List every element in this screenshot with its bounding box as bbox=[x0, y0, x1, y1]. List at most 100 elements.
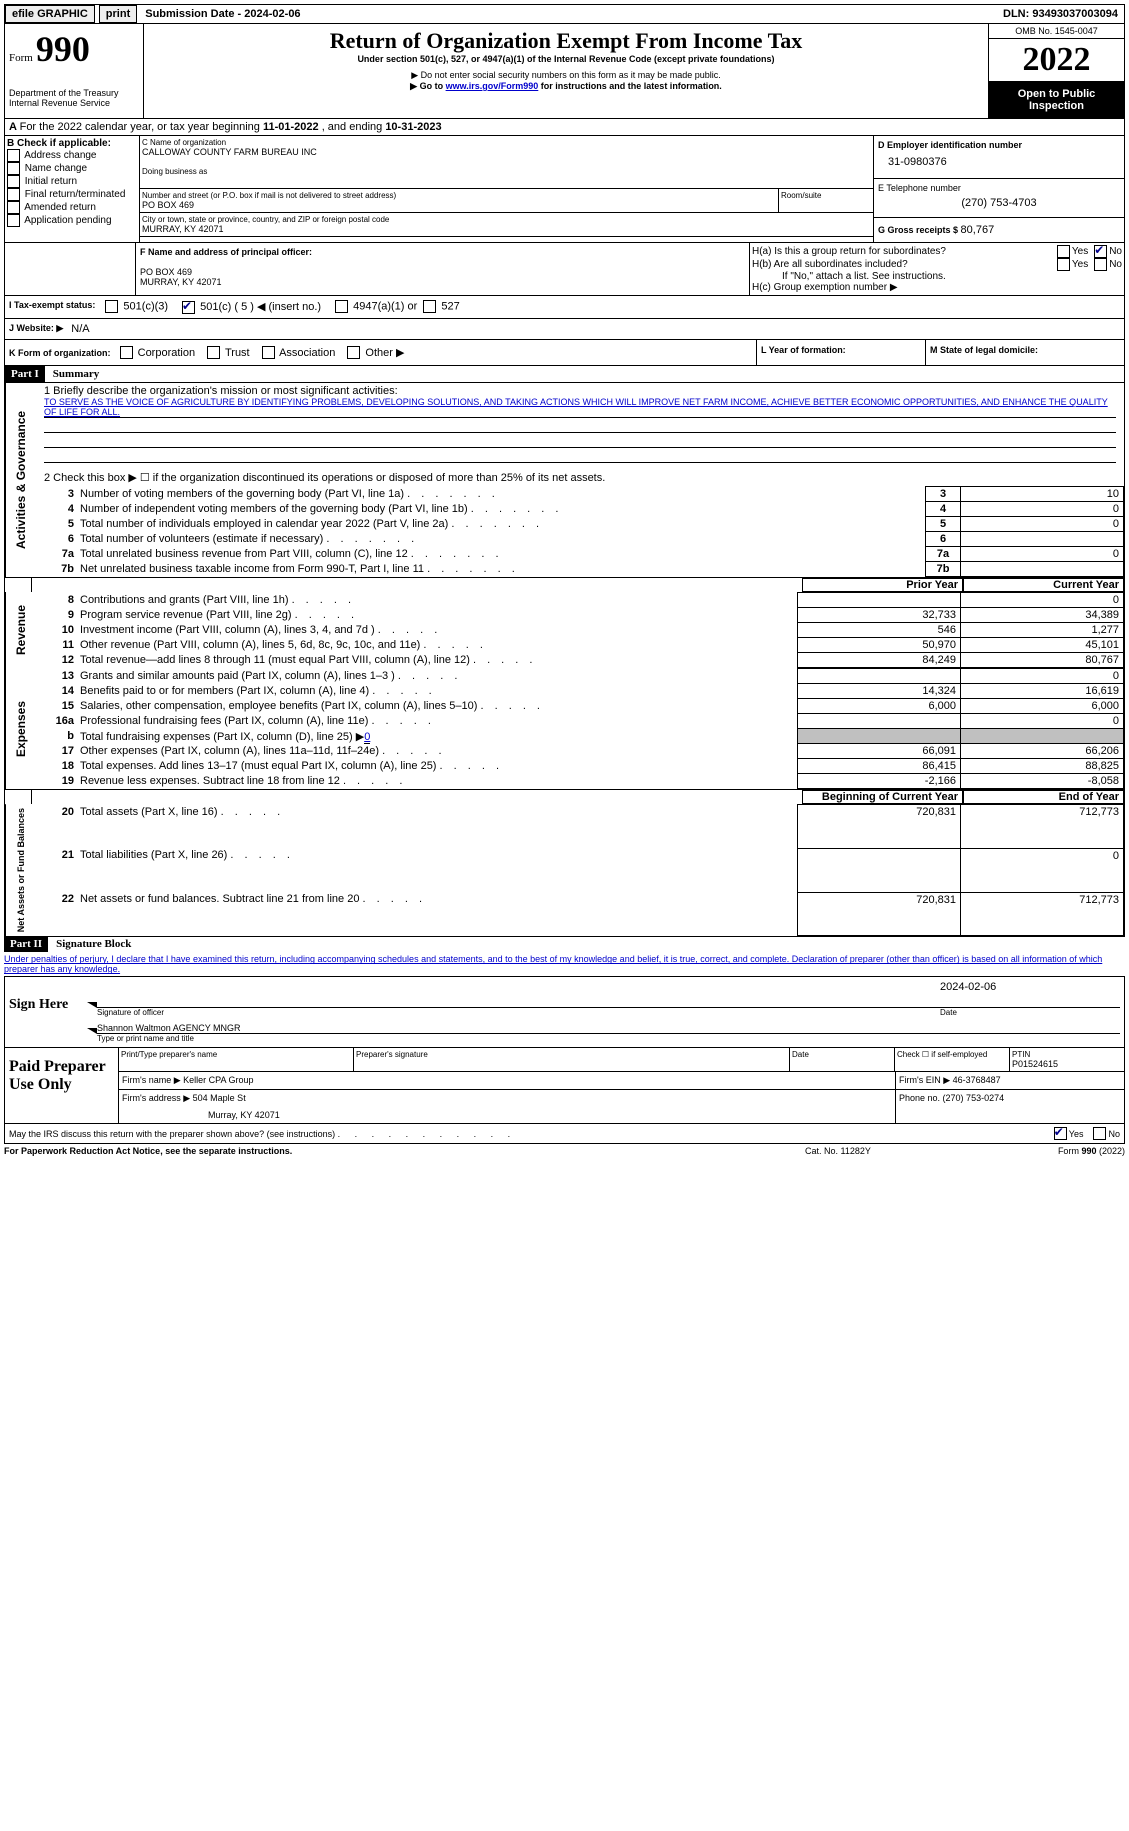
sig-officer-label: Signature of officer bbox=[97, 1008, 940, 1017]
f-line3: MURRAY, KY 42071 bbox=[140, 277, 745, 287]
ein: 31-0980376 bbox=[878, 150, 1120, 174]
formorg-check[interactable] bbox=[207, 346, 220, 359]
klm-row: K Form of organization: Corporation Trus… bbox=[4, 339, 1125, 367]
prior-year-hdr: Prior Year bbox=[802, 578, 963, 592]
501c3-check[interactable] bbox=[105, 300, 118, 313]
self-employed-check[interactable]: Check ☐ if self-employed bbox=[895, 1048, 1010, 1071]
discuss-yes[interactable] bbox=[1054, 1127, 1067, 1140]
org-name: CALLOWAY COUNTY FARM BUREAU INC bbox=[142, 147, 871, 157]
boxb-check[interactable] bbox=[7, 175, 20, 188]
paid-preparer-block: Paid Preparer Use Only Print/Type prepar… bbox=[4, 1047, 1125, 1124]
hb-yes[interactable] bbox=[1057, 258, 1070, 271]
revenue-label: Revenue bbox=[5, 592, 36, 668]
firm-name: Keller CPA Group bbox=[183, 1075, 253, 1085]
boxb-check[interactable] bbox=[7, 149, 20, 162]
sign-here-label: Sign Here bbox=[5, 977, 83, 1047]
cat-no: Cat. No. 11282Y bbox=[805, 1146, 965, 1156]
dept-treasury: Department of the Treasury bbox=[9, 88, 139, 98]
firm-phone: (270) 753-0274 bbox=[943, 1093, 1005, 1103]
firm-ein: 46-3768487 bbox=[953, 1075, 1001, 1085]
ptin: P01524615 bbox=[1012, 1059, 1122, 1069]
paid-preparer-label: Paid Preparer Use Only bbox=[5, 1048, 118, 1123]
efile-btn[interactable]: efile GRAPHIC bbox=[5, 5, 95, 23]
website-row: J Website: ▶ N/A bbox=[4, 318, 1125, 340]
m-label: M State of legal domicile: bbox=[930, 345, 1038, 355]
hc-label: H(c) Group exemption number ▶ bbox=[752, 282, 1122, 293]
end-year-hdr: End of Year bbox=[963, 790, 1124, 804]
begin-year-hdr: Beginning of Current Year bbox=[802, 790, 963, 804]
part2-header: Part II bbox=[4, 936, 48, 952]
omb: OMB No. 1545-0047 bbox=[989, 24, 1124, 39]
boxb-check[interactable] bbox=[7, 162, 20, 175]
mission-text[interactable]: TO SERVE AS THE VOICE OF AGRICULTURE BY … bbox=[44, 397, 1116, 418]
dba-label: Doing business as bbox=[142, 167, 871, 176]
discuss-no[interactable] bbox=[1093, 1127, 1106, 1140]
city: MURRAY, KY 42071 bbox=[142, 224, 871, 234]
print-btn[interactable]: print bbox=[99, 5, 137, 23]
date-label: Date bbox=[940, 1008, 1120, 1017]
part1-header: Part I bbox=[5, 366, 45, 382]
sign-here-block: Sign Here 2024-02-06 Signature of office… bbox=[4, 976, 1125, 1048]
part2-title: Signature Block bbox=[48, 936, 139, 952]
formorg-check[interactable] bbox=[262, 346, 275, 359]
prep-sig-label: Preparer's signature bbox=[354, 1048, 790, 1071]
street-label: Number and street (or P.O. box if mail i… bbox=[142, 191, 776, 200]
netassets-label: Net Assets or Fund Balances bbox=[5, 804, 36, 936]
top-bar: efile GRAPHIC print Submission Date - 20… bbox=[4, 4, 1125, 24]
prep-date-label: Date bbox=[790, 1048, 895, 1071]
part1: Part I Summary Activities & Governance 1… bbox=[4, 365, 1125, 937]
boxb-check[interactable] bbox=[7, 201, 20, 214]
form-number: 990 bbox=[36, 29, 90, 69]
entity-block: B Check if applicable: Address change Na… bbox=[4, 136, 1125, 242]
expenses-label: Expenses bbox=[5, 668, 36, 789]
form-title: Return of Organization Exempt From Incom… bbox=[148, 28, 984, 54]
submission-date-label: Submission Date - 2024-02-06 bbox=[145, 8, 300, 20]
declaration: Under penalties of perjury, I declare th… bbox=[4, 952, 1125, 977]
prep-print-label: Print/Type preparer's name bbox=[119, 1048, 354, 1071]
boxb-check[interactable] bbox=[7, 188, 20, 201]
discuss-row: May the IRS discuss this return with the… bbox=[4, 1124, 1125, 1144]
note-link: ▶ Go to www.irs.gov/Form990 for instruct… bbox=[148, 81, 984, 92]
hb-label: H(b) Are all subordinates included? bbox=[752, 259, 1057, 270]
line2: 2 Check this box ▶ ☐ if the organization… bbox=[36, 465, 1124, 486]
street: PO BOX 469 bbox=[142, 200, 776, 210]
open-inspection: Open to Public Inspection bbox=[989, 82, 1124, 118]
footer: For Paperwork Reduction Act Notice, see … bbox=[4, 1144, 1125, 1158]
501c-check[interactable] bbox=[182, 301, 195, 314]
note-ssn: ▶ Do not enter social security numbers o… bbox=[148, 70, 984, 81]
irs-link[interactable]: www.irs.gov/Form990 bbox=[446, 81, 539, 91]
form-header: Form 990 Department of the Treasury Inte… bbox=[4, 24, 1125, 119]
room-label: Room/suite bbox=[781, 191, 871, 200]
ein-label: D Employer identification number bbox=[878, 140, 1120, 150]
ha-yes[interactable] bbox=[1057, 245, 1070, 258]
hb-no[interactable] bbox=[1094, 258, 1107, 271]
dln: DLN: 93493037003094 bbox=[1003, 8, 1124, 20]
officer-name: Shannon Waltmon AGENCY MNGR bbox=[97, 1023, 1120, 1034]
4947-check[interactable] bbox=[335, 300, 348, 313]
phone-label: E Telephone number bbox=[878, 183, 1120, 193]
boxb-check[interactable] bbox=[7, 214, 20, 227]
tax-exempt-row: I Tax-exempt status: 501(c)(3) 501(c) ( … bbox=[4, 295, 1125, 318]
f-line2: PO BOX 469 bbox=[140, 267, 745, 277]
city-label: City or town, state or province, country… bbox=[142, 215, 871, 224]
firm-addr1: 504 Maple St bbox=[193, 1093, 246, 1103]
hb-note: If "No," attach a list. See instructions… bbox=[752, 271, 1122, 282]
line1-label: 1 Briefly describe the organization's mi… bbox=[44, 385, 1116, 397]
c-name-label: C Name of organization bbox=[142, 138, 871, 147]
website-value: N/A bbox=[71, 323, 89, 335]
l-label: L Year of formation: bbox=[761, 345, 846, 355]
box-b-label: B Check if applicable: bbox=[7, 138, 137, 149]
527-check[interactable] bbox=[423, 300, 436, 313]
governance-label: Activities & Governance bbox=[5, 383, 36, 577]
form-word: Form bbox=[9, 52, 33, 64]
fh-block: F Name and address of principal officer:… bbox=[4, 242, 1125, 295]
formorg-check[interactable] bbox=[120, 346, 133, 359]
ha-no[interactable] bbox=[1094, 245, 1107, 258]
name-label: Type or print name and title bbox=[97, 1034, 194, 1043]
form-subtitle: Under section 501(c), 527, or 4947(a)(1)… bbox=[148, 54, 984, 64]
sign-date: 2024-02-06 bbox=[934, 981, 1120, 1008]
formorg-check[interactable] bbox=[347, 346, 360, 359]
tax-period: A For the 2022 calendar year, or tax yea… bbox=[4, 119, 1125, 136]
irs-label: Internal Revenue Service bbox=[9, 98, 139, 108]
f-label: F Name and address of principal officer: bbox=[140, 247, 745, 257]
